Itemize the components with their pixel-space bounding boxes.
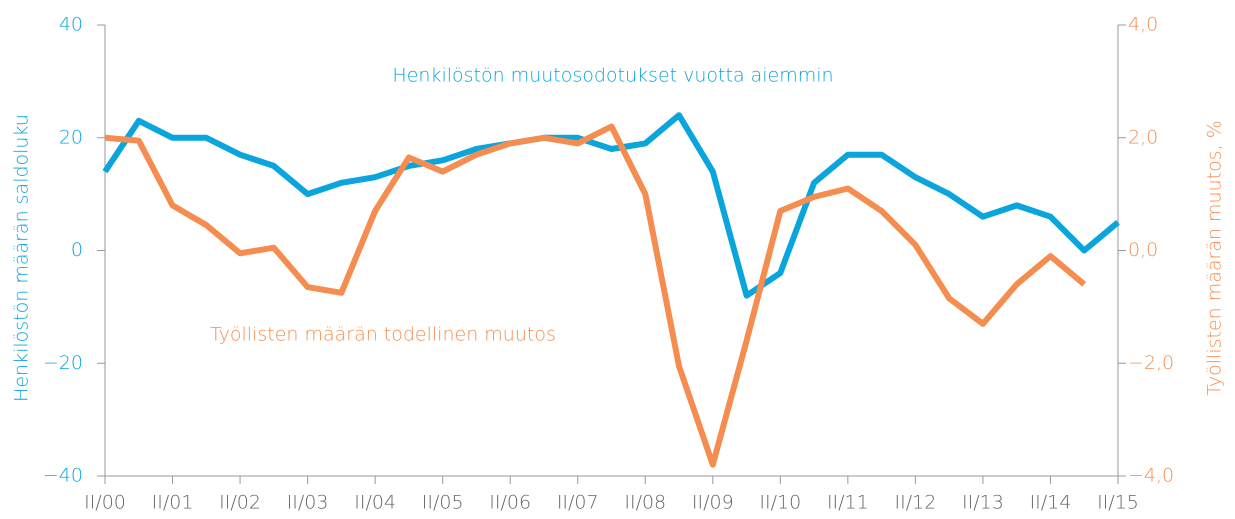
x-tick-label: II/11 xyxy=(827,492,869,514)
y-tick-label: −20 xyxy=(43,352,83,374)
series-label: Työllisten määrän todellinen muutos xyxy=(210,324,556,346)
x-tick-label: II/08 xyxy=(624,492,666,514)
x-tick-label: II/05 xyxy=(422,492,464,514)
y-tick-label: 40 xyxy=(59,14,83,36)
x-tick-label: II/12 xyxy=(895,492,937,514)
y2-tick-label: −4,0 xyxy=(1128,465,1174,487)
y2-tick-label: 0,0 xyxy=(1128,239,1158,261)
y2-tick-label: 4,0 xyxy=(1128,14,1158,36)
y-tick-label: 20 xyxy=(59,126,83,148)
series-line xyxy=(104,123,1087,468)
y2-tick-label: 2,0 xyxy=(1128,126,1158,148)
x-tick-label: II/00 xyxy=(84,492,126,514)
y-tick-label: 0 xyxy=(71,239,83,261)
y-axis-label: Henkilöstön määrän saldoluku xyxy=(11,114,33,402)
y2-tick-label: −2,0 xyxy=(1128,352,1174,374)
series-label: Henkilöstön muutosodotukset vuotta aiemm… xyxy=(392,65,833,87)
x-tick-label: II/15 xyxy=(1097,492,1139,514)
x-tick-label: II/14 xyxy=(1030,492,1072,514)
x-tick-label: II/10 xyxy=(759,492,801,514)
x-tick-label: II/01 xyxy=(152,492,194,514)
x-tick-label: II/04 xyxy=(354,492,396,514)
x-tick-label: II/06 xyxy=(489,492,531,514)
x-tick-label: II/09 xyxy=(692,492,734,514)
x-tick-label: II/02 xyxy=(219,492,261,514)
y2-axis-label: Työllisten määrän muutos, % xyxy=(1204,120,1226,396)
y-tick-label: −40 xyxy=(43,465,83,487)
x-tick-label: II/03 xyxy=(287,492,329,514)
x-tick-label: II/13 xyxy=(962,492,1004,514)
x-tick-label: II/07 xyxy=(557,492,599,514)
series-line xyxy=(102,112,1120,299)
